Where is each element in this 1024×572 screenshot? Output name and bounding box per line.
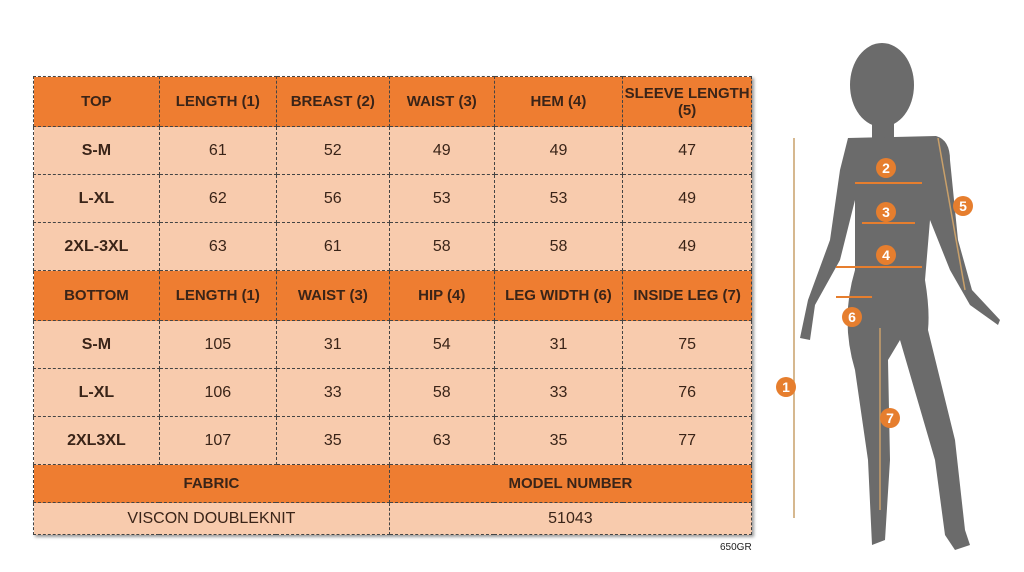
value-cell: 56: [275, 174, 390, 223]
table-row: S-M 61 52 49 49 47: [33, 126, 752, 175]
svg-text:5: 5: [959, 198, 967, 214]
value-cell: 58: [388, 368, 495, 417]
column-header: BREAST (2): [275, 76, 390, 127]
value-cell: 49: [622, 222, 752, 271]
table-row: 2XL3XL 107 35 63 35 77: [33, 416, 752, 465]
column-header: HEM (4): [493, 76, 624, 127]
column-header: LENGTH (1): [158, 76, 277, 127]
measurement-marker-3: 3: [876, 202, 896, 222]
value-cell: 105: [158, 320, 277, 369]
value-cell: 31: [493, 320, 624, 369]
column-header: BOTTOM: [33, 270, 160, 321]
column-header: SLEEVE LENGTH (5): [622, 76, 752, 127]
size-chart-table: TOP LENGTH (1) BREAST (2) WAIST (3) HEM (4) S…: [33, 76, 753, 535]
column-header: INSIDE LEG (7): [622, 270, 752, 321]
svg-text:1: 1: [782, 379, 790, 395]
size-cell: S-M: [33, 126, 160, 175]
value-cell: 35: [493, 416, 624, 465]
value-cell: 31: [275, 320, 390, 369]
value-cell: 58: [493, 222, 624, 271]
table-row: 2XL-3XL 63 61 58 58 49: [33, 222, 752, 271]
header-row: BOTTOM LENGTH (1) WAIST (3) HIP (4) LEG WIDT…: [33, 270, 752, 321]
value-cell: 33: [275, 368, 390, 417]
value-cell: 53: [388, 174, 495, 223]
column-header: TOP: [33, 76, 160, 127]
fabric-value: VISCON DOUBLEKNIT: [33, 502, 390, 535]
measurement-marker-1: 1: [776, 377, 796, 397]
value-cell: 54: [388, 320, 495, 369]
value-cell: 47: [622, 126, 752, 175]
column-header: LEG WIDTH (6): [493, 270, 624, 321]
svg-text:7: 7: [886, 410, 894, 426]
value-cell: 62: [158, 174, 277, 223]
column-header: WAIST (3): [388, 76, 495, 127]
value-cell: 77: [622, 416, 752, 465]
value-cell: 76: [622, 368, 752, 417]
table-row: L-XL 62 56 53 53 49: [33, 174, 752, 223]
table-row: L-XL 106 33 58 33 76: [33, 368, 752, 417]
value-cell: 63: [158, 222, 277, 271]
svg-text:3: 3: [882, 204, 890, 220]
value-cell: 106: [158, 368, 277, 417]
size-cell: L-XL: [33, 368, 160, 417]
measurement-marker-7: 7: [880, 408, 900, 428]
table-row: S-M 105 31 54 31 75: [33, 320, 752, 369]
size-cell: 2XL-3XL: [33, 222, 160, 271]
measurement-marker-4: 4: [876, 245, 896, 265]
measurement-marker-5: 5: [953, 196, 973, 216]
column-header: HIP (4): [388, 270, 495, 321]
body-silhouette: 1 2 3 4 5 6 7: [776, 43, 1000, 550]
value-cell: 49: [493, 126, 624, 175]
column-header: LENGTH (1): [158, 270, 277, 321]
value-cell: 63: [388, 416, 495, 465]
value-cell: 49: [622, 174, 752, 223]
product-code: 650GR: [720, 542, 752, 553]
model-number-label: MODEL NUMBER: [388, 464, 753, 503]
value-cell: 107: [158, 416, 277, 465]
value-cell: 52: [275, 126, 390, 175]
svg-text:6: 6: [848, 309, 856, 325]
value-cell: 33: [493, 368, 624, 417]
value-cell: 35: [275, 416, 390, 465]
model-number-value: 51043: [388, 502, 753, 535]
size-cell: S-M: [33, 320, 160, 369]
size-cell: 2XL3XL: [33, 416, 160, 465]
value-cell: 53: [493, 174, 624, 223]
measurement-marker-2: 2: [876, 158, 896, 178]
size-cell: L-XL: [33, 174, 160, 223]
value-cell: 61: [275, 222, 390, 271]
value-cell: 58: [388, 222, 495, 271]
svg-text:2: 2: [882, 160, 890, 176]
value-cell: 75: [622, 320, 752, 369]
header-row: TOP LENGTH (1) BREAST (2) WAIST (3) HEM (4) S…: [33, 76, 752, 127]
column-header: WAIST (3): [275, 270, 390, 321]
measurement-marker-6: 6: [842, 307, 862, 327]
fabric-label: FABRIC: [33, 464, 390, 503]
value-cell: 49: [388, 126, 495, 175]
value-cell: 61: [158, 126, 277, 175]
svg-text:4: 4: [882, 247, 890, 263]
